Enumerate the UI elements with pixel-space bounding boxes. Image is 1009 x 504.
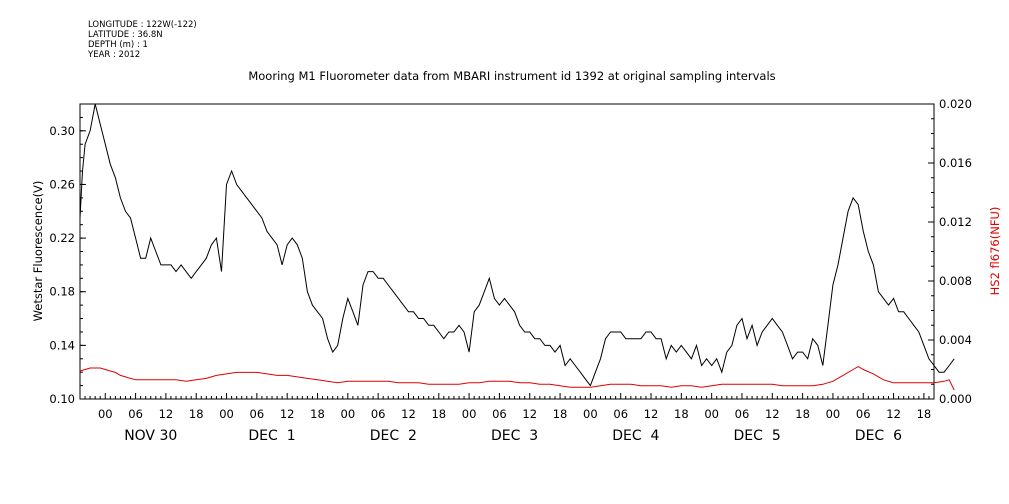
metadata-line: LONGITUDE : 122W(-122) [88, 20, 197, 30]
x-day-label: DEC 4 [612, 428, 659, 444]
x-tick-label: 12 [644, 407, 659, 421]
x-tick-label: 06 [492, 407, 507, 421]
y-tick-label-right: 0.012 [939, 215, 972, 229]
x-tick-label: 12 [401, 407, 416, 421]
series-line [79, 103, 955, 387]
x-tick-label: 00 [704, 407, 719, 421]
x-day-label: DEC 2 [370, 428, 417, 444]
x-tick-label: 12 [765, 407, 780, 421]
x-tick-label: 00 [826, 407, 841, 421]
x-tick-label: 00 [462, 407, 477, 421]
y-axis-label-left: Wetstar Fluorescence(V) [31, 181, 45, 322]
y-tick-label-left: 0.26 [49, 177, 75, 191]
x-tick-label: 18 [795, 407, 810, 421]
x-tick-label: 18 [917, 407, 932, 421]
metadata-line: LATITUDE : 36.8N [88, 30, 163, 40]
x-tick-label: 12 [159, 407, 174, 421]
x-tick-label: 18 [674, 407, 689, 421]
y-tick-label-left: 0.22 [49, 231, 75, 245]
x-day-label: DEC 3 [491, 428, 538, 444]
x-tick-label: 12 [886, 407, 901, 421]
metadata-line: YEAR : 2012 [88, 50, 141, 60]
y-tick-label-right: 0.008 [939, 274, 972, 288]
series-layer [79, 103, 955, 391]
chart-title: Mooring M1 Fluorometer data from MBARI i… [248, 69, 775, 83]
metadata-block: LONGITUDE : 122W(-122) LATITUDE : 36.8N … [88, 20, 197, 60]
x-tick-label: 06 [613, 407, 628, 421]
y-tick-label-left: 0.10 [49, 392, 75, 406]
y-tick-label-left: 0.18 [49, 285, 75, 299]
x-tick-label: 00 [219, 407, 234, 421]
x-tick-label: 00 [341, 407, 356, 421]
y-tick-label-left: 0.30 [49, 124, 75, 138]
left-axis: 0.10 0.14 0.18 0.22 0.26 0.30 [49, 103, 86, 406]
y-tick-label-left: 0.14 [49, 338, 75, 352]
y-axis-label-right: HS2 fl676(NFU) [988, 207, 1002, 296]
x-day-label: DEC 6 [855, 428, 902, 444]
x-tick-label: 18 [431, 407, 446, 421]
plot-frame [79, 103, 935, 400]
y-tick-label-right: 0.020 [939, 97, 972, 111]
x-tick-label: 18 [189, 407, 204, 421]
x-tick-label: 06 [128, 407, 143, 421]
x-tick-label: 00 [98, 407, 113, 421]
x-day-label: DEC 5 [734, 428, 781, 444]
x-tick-label: 06 [856, 407, 871, 421]
plot-border [79, 103, 935, 400]
x-axis: 00 06 12 18 00 06 12 18 00 06 12 18 00 06 12 18 00 06 12 18… [84, 393, 935, 444]
x-tick-label: 18 [310, 407, 325, 421]
x-tick-label: 18 [553, 407, 568, 421]
x-tick-label: 06 [371, 407, 386, 421]
metadata-line: DEPTH (m) : 1 [88, 40, 148, 50]
y-tick-label-right: 0.000 [939, 392, 972, 406]
x-tick-label: 12 [522, 407, 537, 421]
series-line [79, 366, 955, 391]
x-tick-label: 00 [583, 407, 598, 421]
y-tick-label-right: 0.004 [939, 333, 972, 347]
x-tick-label: 06 [735, 407, 750, 421]
x-day-label: DEC 1 [248, 428, 295, 444]
x-tick-label: 12 [280, 407, 295, 421]
x-day-label: NOV 30 [124, 428, 177, 444]
y-tick-label-right: 0.016 [939, 156, 972, 170]
right-axis: 0.000 0.004 0.008 0.012 0.016 0.020 [928, 97, 972, 406]
x-tick-label: 06 [250, 407, 265, 421]
